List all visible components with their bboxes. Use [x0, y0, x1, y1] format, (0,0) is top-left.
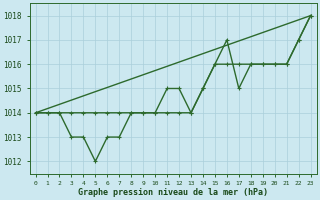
- X-axis label: Graphe pression niveau de la mer (hPa): Graphe pression niveau de la mer (hPa): [78, 188, 268, 197]
